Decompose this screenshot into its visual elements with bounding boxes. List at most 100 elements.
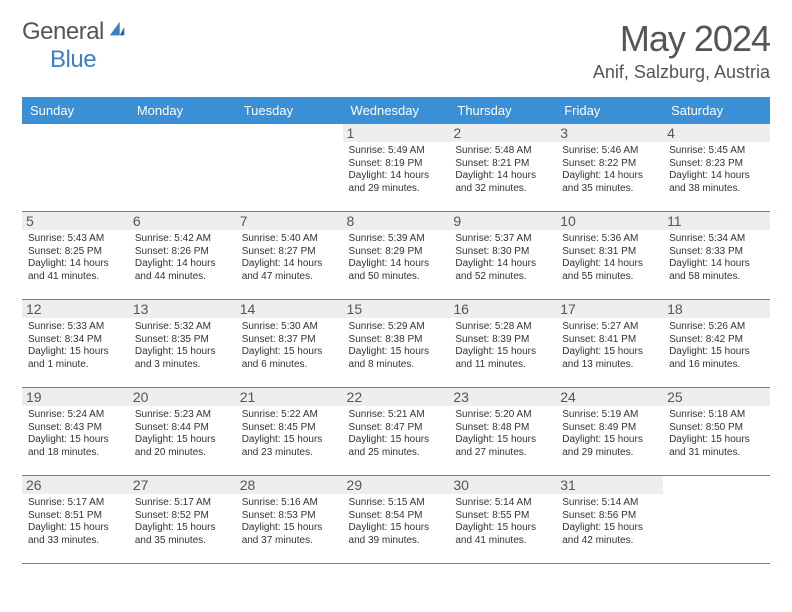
day-cell: 13Sunrise: 5:32 AMSunset: 8:35 PMDayligh…	[129, 300, 236, 388]
day-number: 27	[129, 476, 236, 494]
day-number: 28	[236, 476, 343, 494]
day-details: Sunrise: 5:23 AMSunset: 8:44 PMDaylight:…	[135, 409, 230, 459]
location: Anif, Salzburg, Austria	[593, 62, 770, 83]
day-details: Sunrise: 5:22 AMSunset: 8:45 PMDaylight:…	[242, 409, 337, 459]
day-cell: 18 Sunrise: 5:26 AMSunset: 8:42 PMDayligh…	[663, 300, 770, 388]
page-title: May 2024	[593, 18, 770, 60]
day-cell: 15 Sunrise: 5:29 AMSunset: 8:38 PMDayligh…	[343, 300, 450, 388]
day-details: Sunrise: 5:14 AMSunset: 8:55 PMDaylight:…	[455, 497, 550, 547]
day-details: Sunrise: 5:21 AMSunset: 8:47 PMDaylight:…	[349, 409, 444, 459]
day-number: 30	[449, 476, 556, 494]
day-cell	[663, 476, 770, 564]
day-cell: 7 Sunrise: 5:40 AMSunset: 8:27 PMDaylight…	[236, 212, 343, 300]
day-cell: 29Sunrise: 5:15 AMSunset: 8:54 PMDayligh…	[343, 476, 450, 564]
day-details: Sunrise: 5:49 AMSunset: 8:19 PMDaylight:…	[349, 145, 444, 195]
day-details: Sunrise: 5:16 AMSunset: 8:53 PMDaylight:…	[242, 497, 337, 547]
day-number: 19	[22, 388, 129, 406]
day-number: 10	[556, 212, 663, 230]
day-cell: 21 Sunrise: 5:22 AMSunset: 8:45 PMDayligh…	[236, 388, 343, 476]
day-cell: 9 Sunrise: 5:37 AMSunset: 8:30 PMDaylight…	[449, 212, 556, 300]
table-row: 19 Sunrise: 5:24 AMSunset: 8:43 PMDayligh…	[22, 388, 770, 476]
day-details: Sunrise: 5:26 AMSunset: 8:42 PMDaylight:…	[669, 321, 764, 371]
day-cell: 22 Sunrise: 5:21 AMSunset: 8:47 PMDayligh…	[343, 388, 450, 476]
day-cell: 4Sunrise: 5:45 AMSunset: 8:23 PMDaylight…	[663, 124, 770, 212]
day-cell: 24 Sunrise: 5:19 AMSunset: 8:49 PMDayligh…	[556, 388, 663, 476]
col-wednesday: Wednesday	[343, 98, 450, 124]
day-details: Sunrise: 5:34 AMSunset: 8:33 PMDaylight:…	[669, 233, 764, 283]
brand-left: General	[22, 18, 104, 45]
day-number: 26	[22, 476, 129, 494]
table-row: 5 Sunrise: 5:43 AMSunset: 8:25 PMDaylight…	[22, 212, 770, 300]
day-cell: 3 Sunrise: 5:46 AMSunset: 8:22 PMDaylight…	[556, 124, 663, 212]
day-cell: 20 Sunrise: 5:23 AMSunset: 8:44 PMDayligh…	[129, 388, 236, 476]
day-number: 12	[22, 300, 129, 318]
day-number: 9	[449, 212, 556, 230]
calendar-table: Sunday Monday Tuesday Wednesday Thursday…	[22, 97, 770, 564]
header-row: Sunday Monday Tuesday Wednesday Thursday…	[22, 98, 770, 124]
day-number: 20	[129, 388, 236, 406]
day-number: 16	[449, 300, 556, 318]
day-details: Sunrise: 5:14 AMSunset: 8:56 PMDaylight:…	[562, 497, 657, 547]
brand-right: Blue	[50, 46, 96, 73]
day-cell: 27Sunrise: 5:17 AMSunset: 8:52 PMDayligh…	[129, 476, 236, 564]
day-number: 22	[343, 388, 450, 406]
day-cell	[22, 124, 129, 212]
day-number: 24	[556, 388, 663, 406]
day-cell: 16 Sunrise: 5:28 AMSunset: 8:39 PMDayligh…	[449, 300, 556, 388]
day-number: 6	[129, 212, 236, 230]
day-number: 5	[22, 212, 129, 230]
day-cell: 28 Sunrise: 5:16 AMSunset: 8:53 PMDayligh…	[236, 476, 343, 564]
day-cell: 5 Sunrise: 5:43 AMSunset: 8:25 PMDaylight…	[22, 212, 129, 300]
day-number: 3	[556, 124, 663, 142]
title-block: May 2024 Anif, Salzburg, Austria	[593, 18, 770, 83]
day-details: Sunrise: 5:42 AMSunset: 8:26 PMDaylight:…	[135, 233, 230, 283]
day-cell: 6 Sunrise: 5:42 AMSunset: 8:26 PMDaylight…	[129, 212, 236, 300]
day-cell: 14Sunrise: 5:30 AMSunset: 8:37 PMDayligh…	[236, 300, 343, 388]
day-details: Sunrise: 5:27 AMSunset: 8:41 PMDaylight:…	[562, 321, 657, 371]
day-number: 14	[236, 300, 343, 318]
day-details: Sunrise: 5:37 AMSunset: 8:30 PMDaylight:…	[455, 233, 550, 283]
col-sunday: Sunday	[22, 98, 129, 124]
table-row: 1Sunrise: 5:49 AMSunset: 8:19 PMDaylight…	[22, 124, 770, 212]
header: GeneralBlue May 2024 Anif, Salzburg, Aus…	[22, 18, 770, 83]
day-details: Sunrise: 5:18 AMSunset: 8:50 PMDaylight:…	[669, 409, 764, 459]
day-cell: 25 Sunrise: 5:18 AMSunset: 8:50 PMDayligh…	[663, 388, 770, 476]
day-details: Sunrise: 5:28 AMSunset: 8:39 PMDaylight:…	[455, 321, 550, 371]
day-cell	[129, 124, 236, 212]
brand-logo: GeneralBlue	[22, 18, 127, 74]
day-details: Sunrise: 5:24 AMSunset: 8:43 PMDaylight:…	[28, 409, 123, 459]
sail-icon	[107, 18, 127, 46]
day-cell: 31 Sunrise: 5:14 AMSunset: 8:56 PMDayligh…	[556, 476, 663, 564]
day-number: 7	[236, 212, 343, 230]
day-details: Sunrise: 5:17 AMSunset: 8:51 PMDaylight:…	[28, 497, 123, 547]
day-details: Sunrise: 5:33 AMSunset: 8:34 PMDaylight:…	[28, 321, 123, 371]
day-cell: 2 Sunrise: 5:48 AMSunset: 8:21 PMDaylight…	[449, 124, 556, 212]
day-number: 31	[556, 476, 663, 494]
col-thursday: Thursday	[449, 98, 556, 124]
day-cell: 11 Sunrise: 5:34 AMSunset: 8:33 PMDayligh…	[663, 212, 770, 300]
day-details: Sunrise: 5:46 AMSunset: 8:22 PMDaylight:…	[562, 145, 657, 195]
day-cell: 1Sunrise: 5:49 AMSunset: 8:19 PMDaylight…	[343, 124, 450, 212]
day-number: 15	[343, 300, 450, 318]
day-cell: 12 Sunrise: 5:33 AMSunset: 8:34 PMDayligh…	[22, 300, 129, 388]
col-friday: Friday	[556, 98, 663, 124]
day-number: 2	[449, 124, 556, 142]
day-details: Sunrise: 5:43 AMSunset: 8:25 PMDaylight:…	[28, 233, 123, 283]
day-cell: 17Sunrise: 5:27 AMSunset: 8:41 PMDayligh…	[556, 300, 663, 388]
day-cell: 19 Sunrise: 5:24 AMSunset: 8:43 PMDayligh…	[22, 388, 129, 476]
day-details: Sunrise: 5:15 AMSunset: 8:54 PMDaylight:…	[349, 497, 444, 547]
day-number: 11	[663, 212, 770, 230]
table-row: 26 Sunrise: 5:17 AMSunset: 8:51 PMDayligh…	[22, 476, 770, 564]
day-details: Sunrise: 5:19 AMSunset: 8:49 PMDaylight:…	[562, 409, 657, 459]
day-details: Sunrise: 5:48 AMSunset: 8:21 PMDaylight:…	[455, 145, 550, 195]
day-number: 18	[663, 300, 770, 318]
day-details: Sunrise: 5:40 AMSunset: 8:27 PMDaylight:…	[242, 233, 337, 283]
day-cell: 23Sunrise: 5:20 AMSunset: 8:48 PMDayligh…	[449, 388, 556, 476]
calendar-body: 1Sunrise: 5:49 AMSunset: 8:19 PMDaylight…	[22, 124, 770, 564]
day-number: 13	[129, 300, 236, 318]
day-number: 8	[343, 212, 450, 230]
col-monday: Monday	[129, 98, 236, 124]
day-number: 25	[663, 388, 770, 406]
day-details: Sunrise: 5:29 AMSunset: 8:38 PMDaylight:…	[349, 321, 444, 371]
day-number: 21	[236, 388, 343, 406]
